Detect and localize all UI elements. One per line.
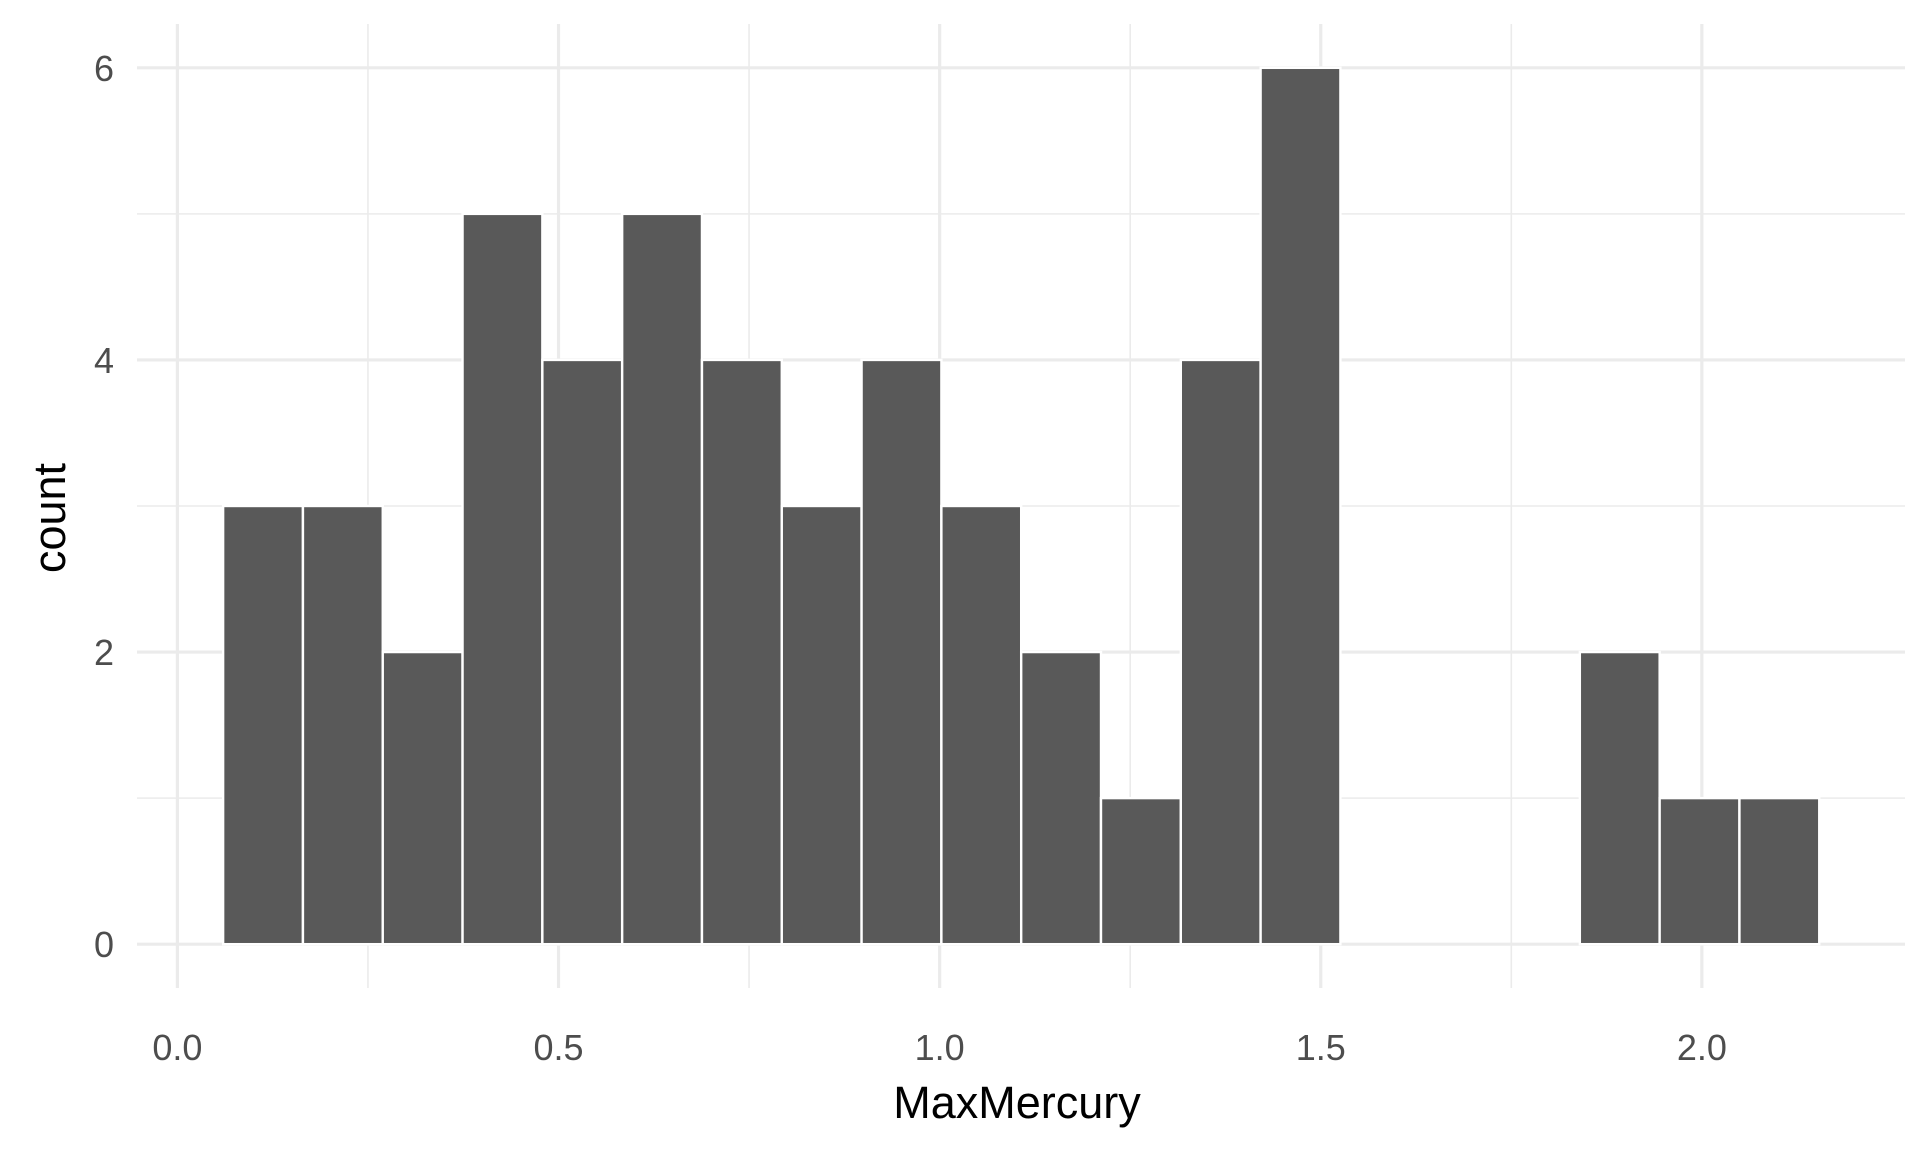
histogram-bar-2 bbox=[301, 504, 384, 946]
histogram-bar-12 bbox=[1099, 796, 1183, 946]
histogram-bar-6 bbox=[620, 212, 704, 946]
histogram-bar-13 bbox=[1179, 358, 1262, 946]
y-tick-label: 6 bbox=[94, 48, 114, 89]
histogram-bar-19 bbox=[1658, 796, 1741, 946]
histogram-bar-5 bbox=[541, 358, 624, 946]
y-tick-labels: 0 2 4 6 bbox=[94, 48, 114, 965]
x-tick-label: 0.0 bbox=[152, 1027, 202, 1068]
histogram-bar-14 bbox=[1259, 66, 1342, 946]
histogram-bar-9 bbox=[860, 358, 943, 946]
histogram-bar-8 bbox=[780, 504, 863, 946]
y-axis-title: count bbox=[24, 462, 75, 573]
histogram-bar-18 bbox=[1578, 650, 1661, 946]
x-tick-label: 0.5 bbox=[533, 1027, 583, 1068]
histogram-bar-3 bbox=[381, 650, 464, 946]
histogram-bar-11 bbox=[1019, 650, 1103, 946]
bars-layer bbox=[221, 66, 1821, 946]
histogram-bar-1 bbox=[221, 504, 305, 946]
histogram-bar-7 bbox=[700, 358, 783, 946]
y-tick-label: 2 bbox=[94, 632, 114, 673]
histogram-bar-10 bbox=[940, 504, 1023, 946]
histogram-bar-20 bbox=[1738, 796, 1821, 946]
x-tick-label: 2.0 bbox=[1677, 1027, 1727, 1068]
y-tick-label: 4 bbox=[94, 340, 114, 381]
x-axis-title: MaxMercury bbox=[893, 1077, 1141, 1128]
y-tick-label: 0 bbox=[94, 924, 114, 965]
x-tick-labels: 0.0 0.5 1.0 1.5 2.0 bbox=[152, 1027, 1727, 1068]
x-tick-label: 1.0 bbox=[915, 1027, 965, 1068]
x-tick-label: 1.5 bbox=[1296, 1027, 1346, 1068]
histogram-bar-4 bbox=[461, 212, 544, 946]
